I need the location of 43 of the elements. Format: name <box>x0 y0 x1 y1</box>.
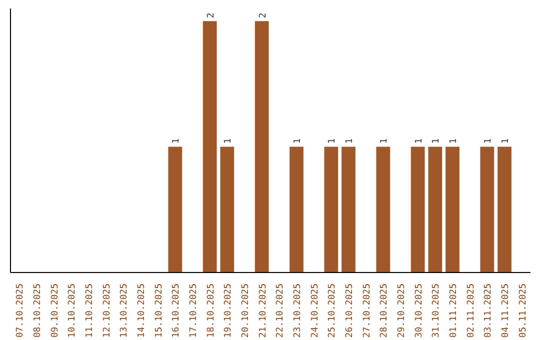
x-tick-label: 26.10.2025 <box>345 283 355 338</box>
x-tick-label: 31.10.2025 <box>432 283 442 338</box>
x-tick-label: 22.10.2025 <box>276 283 286 338</box>
data-label: 1 <box>172 138 182 144</box>
x-tick-label: 02.11.2025 <box>466 283 476 338</box>
x-tick-label: 30.10.2025 <box>414 283 424 338</box>
data-label: 1 <box>414 138 424 144</box>
x-tick-label: 21.10.2025 <box>258 283 268 338</box>
data-label: 1 <box>449 138 459 144</box>
data-label: 2 <box>206 12 216 18</box>
x-tick-label: 16.10.2025 <box>172 283 182 338</box>
data-label: 1 <box>328 138 338 144</box>
x-tick-label: 03.11.2025 <box>484 283 494 338</box>
x-tick-label: 29.10.2025 <box>397 283 407 338</box>
x-tick-label: 17.10.2025 <box>189 283 199 338</box>
data-label: 2 <box>258 12 268 18</box>
x-tick-label: 12.10.2025 <box>102 283 112 338</box>
data-label: 1 <box>224 138 234 144</box>
x-tick-label: 24.10.2025 <box>310 283 320 338</box>
x-tick-label: 18.10.2025 <box>206 283 216 338</box>
data-label: 1 <box>345 138 355 144</box>
data-label: 1 <box>501 138 511 144</box>
x-tick-label: 04.11.2025 <box>501 283 511 338</box>
x-tick-label: 07.10.2025 <box>16 283 26 338</box>
x-tick-label: 08.10.2025 <box>33 283 43 338</box>
x-tick-label: 01.11.2025 <box>449 283 459 338</box>
x-tick-label: 09.10.2025 <box>50 283 60 338</box>
x-tick-label: 14.10.2025 <box>137 283 147 338</box>
data-label: 1 <box>432 138 442 144</box>
x-tick-label: 15.10.2025 <box>154 283 164 338</box>
x-tick-label: 25.10.2025 <box>328 283 338 338</box>
x-tick-label: 28.10.2025 <box>380 283 390 338</box>
x-tick-label: 10.10.2025 <box>68 283 78 338</box>
x-tick-label: 11.10.2025 <box>85 283 95 338</box>
data-label: 1 <box>484 138 494 144</box>
x-tick-label: 23.10.2025 <box>293 283 303 338</box>
x-tick-label: 27.10.2025 <box>362 283 372 338</box>
x-tick-label: 20.10.2025 <box>241 283 251 338</box>
data-label: 1 <box>380 138 390 144</box>
x-tick-label: 05.11.2025 <box>518 283 528 338</box>
x-tick-label: 19.10.2025 <box>224 283 234 338</box>
data-label: 1 <box>293 138 303 144</box>
x-tick-label: 13.10.2025 <box>120 283 130 338</box>
